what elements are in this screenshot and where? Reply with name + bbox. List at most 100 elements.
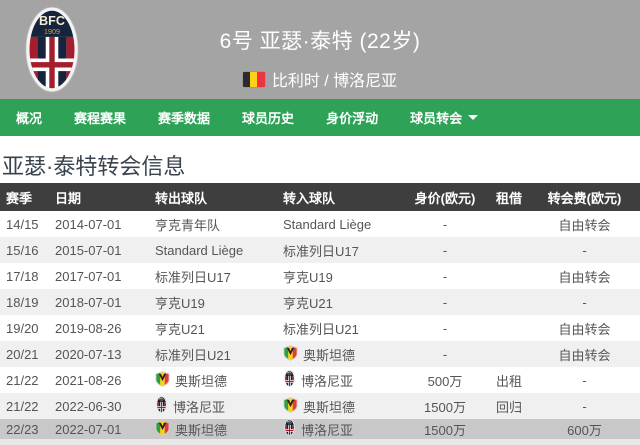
nav-item-3[interactable]: 赛季数据: [142, 99, 226, 136]
season-cell: 20/21: [6, 346, 39, 362]
club-name: 亨克U19: [155, 295, 205, 311]
club-name: 奥斯坦德: [303, 347, 356, 363]
loan-cell: 出租: [495, 373, 522, 389]
season-cell: 18/19: [6, 294, 39, 310]
col-header-5: 身价(欧元): [401, 183, 489, 211]
date-cell: 2022-06-30: [55, 398, 122, 414]
date-cell: 2019-08-26: [55, 320, 122, 336]
nav-item-6[interactable]: 球员转会: [394, 99, 494, 136]
nav-item-label: 赛程赛果: [74, 111, 127, 126]
transfer-row: 18/19 2018-07-01 亨克U19 亨克U21 - -: [0, 289, 640, 315]
loan-cell: [489, 419, 529, 439]
fee-cell: 自由转会: [558, 269, 611, 285]
transfer-row: 17/18 2017-07-01 标准列日U17 亨克U19 - 自由转会: [0, 263, 640, 289]
club-name: 标准列日U17: [155, 269, 231, 285]
market-value-cell: 1500万: [424, 399, 466, 415]
market-value-cell: -: [442, 346, 448, 362]
date-cell: 2017-07-01: [55, 268, 122, 284]
season-cell: 19/20: [6, 320, 39, 336]
club-cell: 亨克U21: [155, 319, 283, 338]
club-cell: BFC 1909 博洛尼亚: [155, 396, 283, 416]
club-cell: 奥斯坦德: [283, 344, 401, 364]
club-cell: 标准列日U21: [283, 319, 401, 338]
bologna-crest-icon: BFC 1909: [155, 396, 168, 416]
svg-text:1909: 1909: [288, 423, 291, 425]
bologna-crest-icon: BFC 1909: [25, 5, 79, 94]
season-cell: 15/16: [6, 242, 39, 258]
svg-text:BFC: BFC: [39, 14, 65, 28]
transfer-table: 赛季 日期 转出球队 转入球队 身价(欧元) 租借 转会费(欧元) 14/15 2014-07…: [0, 183, 640, 439]
svg-text:BFC: BFC: [287, 421, 292, 424]
market-value-cell: -: [442, 320, 448, 336]
market-value-cell: 500万: [427, 373, 463, 389]
svg-text:BFC: BFC: [287, 372, 292, 375]
player-title: 6号 亚瑟·泰特 (22岁): [219, 30, 421, 53]
date-cell: 2015-07-01: [55, 242, 122, 258]
club-cell: 亨克U19: [155, 293, 283, 312]
club-cell: 亨克青年队: [155, 215, 283, 234]
date-cell: 2021-08-26: [55, 372, 122, 388]
loan-cell: [489, 289, 529, 315]
transfer-row: 20/21 2020-07-13 标准列日U21 奥斯坦德 - 自由转会: [0, 341, 640, 367]
club-name: 标准列日U21: [283, 321, 359, 337]
belgium-flag-icon: [242, 71, 265, 87]
nav-item-label: 赛季数据: [158, 111, 211, 126]
date-cell: 2014-07-01: [55, 216, 122, 232]
transfer-row: 19/20 2019-08-26 亨克U21 标准列日U21 - 自由转会: [0, 315, 640, 341]
player-header: BFC 1909 6号 亚瑟·泰特 (22岁) 比利时 / 博洛尼亚: [0, 0, 640, 99]
market-value-cell: -: [442, 242, 448, 258]
fee-cell: 自由转会: [558, 321, 611, 337]
fee-cell: 自由转会: [558, 347, 611, 363]
season-cell: 22/23: [6, 421, 39, 437]
col-header-2: 日期: [55, 183, 155, 211]
fee-cell: 600万: [567, 422, 602, 438]
club-cell: Standard Liège: [283, 217, 401, 232]
season-cell: 21/22: [6, 398, 39, 414]
nav-item-label: 身价浮动: [326, 111, 379, 126]
club-name: 博洛尼亚: [301, 373, 354, 389]
transfer-row: 22/23 2022-07-01 奥斯坦德 BFC 1909 博洛尼亚 1500万 6…: [0, 419, 640, 439]
fee-cell: -: [582, 372, 587, 388]
club-name: 标准列日U21: [155, 347, 231, 363]
chevron-down-icon: [468, 115, 479, 120]
loan-cell: [489, 211, 529, 237]
club-name: 标准列日U17: [283, 243, 359, 259]
season-cell: 14/15: [6, 216, 39, 232]
loan-cell: [489, 341, 529, 367]
transfer-row: 21/22 2021-08-26 奥斯坦德 BFC 1909 博洛尼亚 500万 出租…: [0, 367, 640, 393]
transfer-row: 21/22 2022-06-30 BFC 1909 博洛尼亚 奥斯坦德 1500万 回…: [0, 393, 640, 419]
oostende-crest-icon: [155, 419, 170, 439]
club-name: 博洛尼亚: [301, 422, 354, 438]
nav-item-2[interactable]: 赛程赛果: [58, 99, 142, 136]
oostende-crest-icon: [155, 370, 170, 390]
club-name: 博洛尼亚: [173, 399, 226, 415]
nav-item-1[interactable]: 概况: [0, 99, 58, 136]
season-cell: 21/22: [6, 372, 39, 388]
transfer-table-body: 14/15 2014-07-01 亨克青年队 Standard Liège - 自由转会 1…: [0, 211, 640, 439]
fee-cell: -: [582, 398, 587, 414]
nav-item-4[interactable]: 球员历史: [226, 99, 310, 136]
market-value-cell: 1500万: [424, 422, 466, 438]
player-header-text: 6号 亚瑟·泰特 (22岁) 比利时 / 博洛尼亚: [0, 0, 640, 91]
fee-cell: -: [582, 242, 587, 258]
club-cell: 奥斯坦德: [155, 419, 283, 439]
loan-cell: [489, 263, 529, 289]
nav-item-5[interactable]: 身价浮动: [310, 99, 394, 136]
col-header-6: 租借: [489, 183, 529, 211]
market-value-cell: -: [442, 294, 448, 310]
loan-cell: 回归: [495, 399, 522, 415]
date-cell: 2018-07-01: [55, 294, 122, 310]
oostende-crest-icon: [283, 396, 298, 416]
club-cell: 奥斯坦德: [155, 370, 283, 390]
svg-text:1909: 1909: [288, 374, 291, 376]
transfer-table-header-row: 赛季 日期 转出球队 转入球队 身价(欧元) 租借 转会费(欧元): [0, 183, 640, 211]
club-name: 奥斯坦德: [175, 422, 228, 438]
player-nationality: 比利时 / 博洛尼亚: [0, 67, 640, 91]
season-cell: 17/18: [6, 268, 39, 284]
bologna-crest-icon: BFC 1909: [283, 419, 296, 439]
club-cell: 标准列日U17: [155, 267, 283, 286]
col-header-3: 转出球队: [155, 183, 283, 211]
oostende-crest-icon: [283, 344, 298, 364]
col-header-7: 转会费(欧元): [529, 183, 640, 211]
